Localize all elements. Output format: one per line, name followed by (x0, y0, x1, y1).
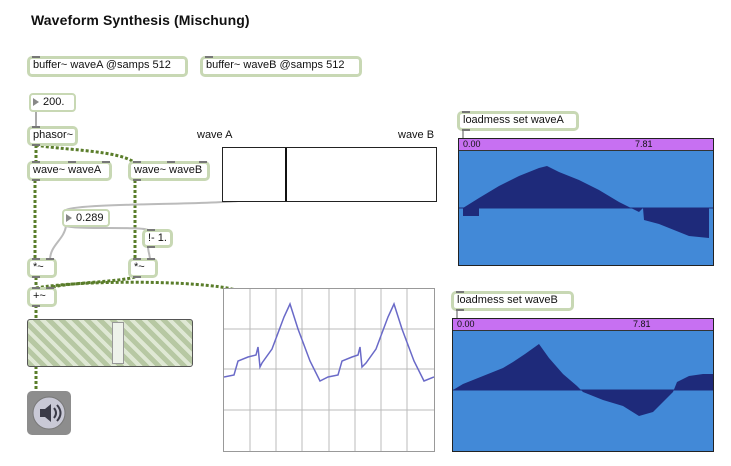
object-label: wave~ waveA (33, 164, 102, 176)
wave-a-object[interactable]: wave~ waveA (27, 161, 112, 181)
inlet (199, 161, 207, 163)
object-label: loadmess set waveA (463, 114, 564, 126)
outlet (32, 179, 40, 181)
object-label: *~ (134, 261, 145, 273)
object-label: phasor~ (33, 129, 74, 141)
inlet (456, 291, 464, 293)
add-signal-object[interactable]: +~ (27, 287, 57, 307)
speaker-icon (32, 396, 66, 430)
gain-slider-knob[interactable] (112, 322, 124, 364)
outlet (147, 246, 155, 248)
loadmess-wave-a-object[interactable]: loadmess set waveA (457, 111, 579, 131)
inlet (462, 111, 470, 113)
ruler-start-label: 0.00 (457, 319, 475, 329)
inlet (46, 258, 54, 260)
number-value: 200. (43, 96, 65, 108)
triangle-icon (33, 98, 39, 106)
object-label: *~ (33, 261, 44, 273)
inlet (133, 258, 141, 260)
object-label: buffer~ waveB @samps 512 (206, 59, 345, 71)
triangle-icon (66, 214, 72, 222)
outlet (133, 276, 141, 278)
inlet (102, 161, 110, 163)
slider-knob[interactable] (285, 148, 287, 201)
waveform-a-plot (459, 166, 713, 238)
waveform-b-plot (453, 344, 713, 416)
ruler-end-label: 7.81 (635, 139, 653, 149)
inlet (32, 287, 40, 289)
frequency-number-box[interactable]: 200. (29, 93, 76, 112)
object-label: buffer~ waveA @samps 512 (33, 59, 171, 71)
inlet (167, 161, 175, 163)
multiply-b-object[interactable]: *~ (128, 258, 158, 278)
outlet (462, 129, 470, 131)
mix-number-box[interactable]: 0.289 (62, 209, 110, 227)
mix-slider[interactable] (222, 147, 437, 202)
inlet (32, 126, 40, 128)
reverse-minus-object[interactable]: !- 1. (142, 229, 173, 248)
outlet (32, 305, 40, 307)
outlet (32, 144, 40, 146)
audio-output-button[interactable] (27, 391, 71, 435)
buffer-wave-a-object[interactable]: buffer~ waveA @samps 512 (27, 56, 188, 77)
number-value: 0.289 (76, 212, 104, 224)
multiply-a-object[interactable]: *~ (27, 258, 57, 278)
object-label: wave~ waveB (134, 164, 203, 176)
ruler-start-label: 0.00 (463, 139, 481, 149)
inlet (46, 287, 54, 289)
inlet (32, 161, 40, 163)
inlet (32, 56, 40, 58)
inlet (147, 229, 155, 231)
waveform-display-a[interactable]: 0.00 7.81 (458, 138, 714, 266)
signal-scope (223, 288, 435, 452)
waveform-ruler: 0.00 7.81 (453, 319, 713, 331)
inlet (68, 161, 76, 163)
scope-trace (223, 289, 435, 451)
waveform-ruler: 0.00 7.81 (459, 139, 713, 151)
inlet (147, 258, 155, 260)
patch-title: Waveform Synthesis (Mischung) (31, 12, 250, 28)
object-label: !- 1. (148, 232, 167, 244)
outlet (133, 179, 141, 181)
outlet (456, 309, 464, 311)
ruler-end-label: 7.81 (633, 319, 651, 329)
wave-b-object[interactable]: wave~ waveB (128, 161, 210, 181)
wave-a-label: wave A (197, 129, 233, 141)
object-label: +~ (33, 290, 46, 302)
inlet (133, 161, 141, 163)
object-label: loadmess set waveB (457, 294, 558, 306)
outlet (32, 276, 40, 278)
buffer-wave-b-object[interactable]: buffer~ waveB @samps 512 (200, 56, 362, 77)
gain-slider[interactable] (27, 319, 193, 367)
loadmess-wave-b-object[interactable]: loadmess set waveB (451, 291, 574, 311)
waveform-display-b[interactable]: 0.00 7.81 (452, 318, 714, 452)
inlet (205, 56, 213, 58)
inlet (32, 258, 40, 260)
wave-b-label: wave B (398, 129, 435, 141)
phasor-object[interactable]: phasor~ (27, 126, 78, 146)
